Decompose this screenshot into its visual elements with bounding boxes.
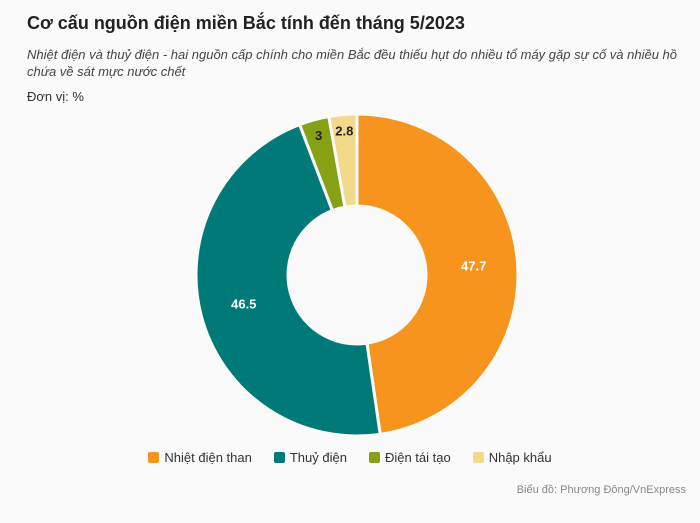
chart-legend: Nhiệt điện than Thuỷ điện Điện tái tạo N…: [0, 450, 700, 465]
legend-swatch: [273, 452, 285, 463]
legend-swatch: [368, 452, 380, 463]
chart-subtitle: Nhiệt điện và thuỷ điện - hai nguồn cấp …: [27, 47, 678, 79]
legend-label: Nhiệt điện than: [164, 450, 252, 465]
legend-label: Nhập khẩu: [488, 450, 552, 465]
legend-label: Thuỷ điện: [289, 450, 347, 465]
data-label-0: 47.7: [461, 259, 486, 274]
legend-swatch: [472, 452, 484, 463]
legend-item-nhap-khau[interactable]: Nhập khẩu: [472, 450, 552, 465]
source-credit: Biểu đồ: Phương Đông/VnExpress: [516, 484, 686, 496]
donut-chart: 47.7 46.5 3 2.8: [194, 112, 520, 438]
data-label-1: 46.5: [231, 296, 256, 311]
legend-label: Điện tái tạo: [384, 450, 451, 465]
donut-slice-3[interactable]: [327, 112, 359, 209]
unit-label: Đơn vị: %: [27, 89, 84, 104]
legend-swatch: [148, 452, 160, 463]
data-label-3: 2.8: [335, 124, 353, 139]
data-label-2: 3: [315, 128, 322, 143]
chart-title: Cơ cấu nguồn điện miền Bắc tính đến thán…: [27, 13, 465, 33]
legend-item-dien-tai-tao[interactable]: Điện tái tạo: [368, 450, 451, 465]
legend-item-nhiet-dien-than[interactable]: Nhiệt điện than: [148, 450, 252, 465]
donut-slice-0[interactable]: [355, 112, 520, 436]
legend-item-thuy-dien[interactable]: Thuỷ điện: [273, 450, 347, 465]
donut-slice-1[interactable]: [194, 123, 382, 438]
